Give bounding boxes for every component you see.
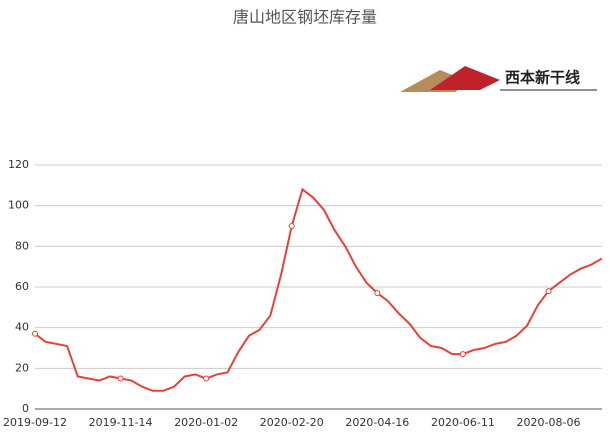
x-tick-label: 2020-04-16 <box>345 416 409 429</box>
point <box>545 288 552 295</box>
y-tick-label: 60 <box>15 280 29 293</box>
chart-title: 唐山地区钢坯库存量 <box>233 8 377 27</box>
logo: 西本新干线 <box>400 66 597 92</box>
logo-shape <box>430 66 500 90</box>
x-tick-label: 2020-02-20 <box>260 416 324 429</box>
y-tick-label: 100 <box>8 199 29 212</box>
point <box>32 330 38 337</box>
point <box>117 375 124 382</box>
y-tick-label: 0 <box>22 402 29 415</box>
line <box>34 187 603 392</box>
x-tick-label: 2020-01-02 <box>174 416 238 429</box>
point <box>374 290 381 297</box>
x-tick-label: 2019-11-14 <box>89 416 153 429</box>
point <box>288 223 295 229</box>
logo-text: 西本新干线 <box>505 69 580 87</box>
point <box>459 351 466 358</box>
point <box>203 375 210 382</box>
x-tick-label: 2020-06-11 <box>431 416 495 429</box>
y-tick-label: 120 <box>8 158 29 171</box>
x-tick-label: 2020-08-06 <box>517 416 581 429</box>
y-tick-label: 80 <box>15 239 29 252</box>
x-tick-label: 2019-09-12 <box>3 416 67 429</box>
y-tick-label: 20 <box>15 361 29 374</box>
y-tick-label: 40 <box>15 321 29 334</box>
